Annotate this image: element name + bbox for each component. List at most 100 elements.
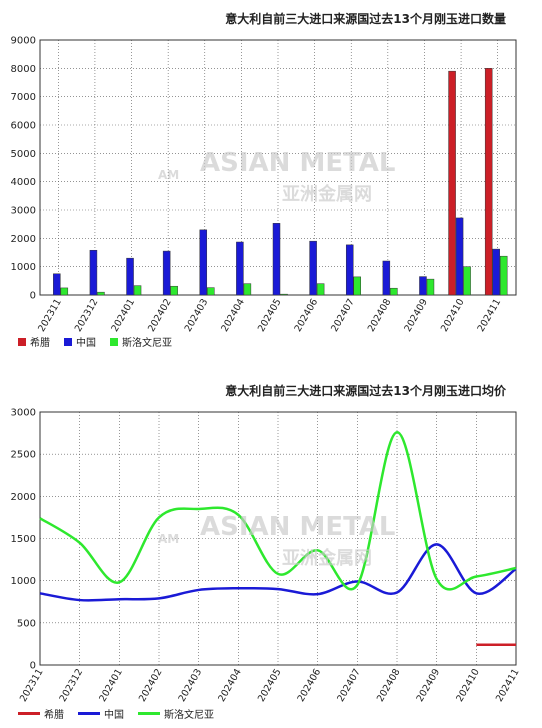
y-tick-label: 8000 [11, 64, 36, 75]
x-tick-label: 202402 [137, 667, 165, 704]
x-tick-label: 202403 [183, 297, 211, 334]
y-tick-label: 500 [17, 618, 36, 629]
y-tick-label: 7000 [11, 92, 36, 103]
x-tick-label: 202405 [256, 667, 284, 704]
x-tick-label: 202404 [216, 667, 244, 704]
chart-title: 意大利自前三大进口来源国过去13个月刚玉进口数量 [225, 12, 506, 26]
x-tick-label: 202311 [36, 297, 64, 334]
x-tick-label: 202410 [439, 297, 467, 334]
bar [345, 244, 354, 296]
legend-item: 斯洛文尼亚 [138, 706, 214, 721]
x-tick-label: 202401 [97, 667, 125, 704]
bar [499, 255, 508, 296]
bar [280, 293, 288, 296]
x-tick-label: 202312 [73, 297, 101, 334]
y-tick-label: 0 [30, 661, 36, 672]
bar [448, 70, 456, 296]
watermark-logo: AM [158, 532, 180, 546]
series-line [39, 543, 517, 602]
y-tick-label: 0 [30, 291, 36, 302]
legend-item: 中国 [64, 334, 96, 349]
quantity-plot: 0 1000 2000 3000 4000 5000 6000 7000 8000 9000 202… [11, 36, 517, 334]
x-tick-label: 202311 [18, 667, 46, 704]
x-tick-label: 202408 [375, 667, 403, 704]
bar [316, 283, 325, 296]
bar [382, 260, 391, 296]
x-tick-label: 202410 [454, 667, 482, 704]
legend-swatch [110, 337, 118, 346]
legend: 希腊 中国 斯洛文尼亚 [18, 334, 172, 349]
legend-swatch [18, 337, 26, 346]
bar [272, 223, 281, 296]
bar [463, 266, 471, 296]
legend-swatch [78, 712, 100, 715]
bar [89, 249, 98, 296]
bar [97, 291, 105, 296]
legend-label: 中国 [76, 338, 96, 349]
x-tick-label: 202406 [293, 297, 321, 334]
y-tick-label: 2000 [11, 234, 36, 245]
bar [353, 276, 361, 296]
bar [236, 241, 244, 296]
series-line [39, 430, 517, 591]
legend-swatch [18, 712, 40, 715]
legend-item: 中国 [78, 706, 124, 721]
y-tick-label: 9000 [11, 36, 36, 47]
bar [419, 276, 427, 296]
quantity-bar-chart: 意大利自前三大进口来源国过去13个月刚玉进口数量 0 1000 2000 3000 40… [0, 0, 542, 360]
legend-label: 斯洛文尼亚 [164, 710, 214, 721]
x-tick-label: 202411 [494, 667, 522, 704]
x-tick-label: 202407 [335, 667, 363, 704]
bar [309, 240, 317, 296]
x-tick-label: 202404 [219, 297, 247, 334]
bar [53, 273, 61, 296]
y-tick-label: 1000 [11, 262, 36, 273]
legend-label: 中国 [104, 710, 124, 721]
x-tick-label: 202409 [415, 667, 443, 704]
bar [484, 68, 493, 296]
y-tick-label: 2000 [11, 492, 36, 503]
bar [426, 278, 435, 296]
x-tick-label: 202407 [329, 297, 357, 334]
x-tick-label: 202411 [476, 297, 504, 334]
x-tick-label: 202405 [256, 297, 284, 334]
watermark-text: ASIAN METAL [200, 148, 396, 178]
price-line-chart: 意大利自前三大进口来源国过去13个月刚玉进口均价 0 500 1000 1500 200… [0, 372, 542, 728]
x-tick-label: 202401 [109, 297, 137, 334]
watermark-text-cn: 亚洲金属网 [282, 548, 372, 569]
y-tick-label: 3000 [11, 206, 36, 217]
bar [170, 285, 178, 296]
y-tick-label: 2500 [11, 450, 36, 461]
y-tick-label: 1000 [11, 576, 36, 587]
bar [133, 285, 142, 296]
x-tick-label: 202402 [146, 297, 174, 334]
price-plot: 0 500 1000 1500 2000 2500 3000 202311 202312 2024… [11, 408, 522, 704]
y-tick-label: 1500 [11, 534, 36, 545]
legend-label: 希腊 [44, 710, 64, 721]
y-tick-label: 6000 [11, 121, 36, 132]
chart-title: 意大利自前三大进口来源国过去13个月刚玉进口均价 [225, 384, 506, 398]
bar [390, 287, 398, 296]
bar [60, 287, 69, 296]
legend-item: 斯洛文尼亚 [110, 334, 172, 349]
bar [455, 217, 464, 296]
legend-swatch [64, 337, 72, 346]
bar [492, 248, 500, 296]
y-tick-label: 3000 [11, 408, 36, 419]
y-tick-label: 5000 [11, 149, 36, 160]
watermark-logo: AM [158, 168, 180, 182]
x-tick-label: 202312 [58, 667, 86, 704]
bar [199, 229, 208, 296]
legend-label: 斯洛文尼亚 [122, 338, 172, 349]
watermark-text: ASIAN METAL [200, 512, 396, 542]
x-tick-label: 202409 [402, 297, 430, 334]
x-tick-label: 202408 [366, 297, 394, 334]
bar [243, 283, 252, 296]
legend-item: 希腊 [18, 334, 50, 349]
plot-frame [39, 411, 517, 666]
bar [126, 257, 134, 296]
legend-item: 希腊 [18, 706, 64, 721]
x-tick-label: 202403 [177, 667, 205, 704]
x-tick-label: 202406 [296, 667, 324, 704]
legend-label: 希腊 [30, 338, 50, 349]
